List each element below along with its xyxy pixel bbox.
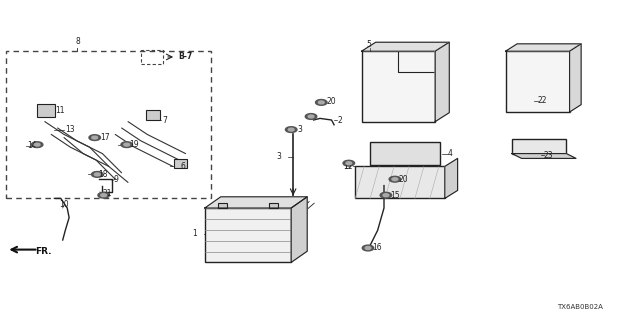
Circle shape — [35, 143, 40, 146]
Circle shape — [389, 176, 401, 182]
Polygon shape — [362, 42, 449, 51]
Circle shape — [319, 101, 324, 104]
Text: 17: 17 — [100, 133, 110, 142]
Circle shape — [316, 100, 327, 105]
Bar — [362, 51, 435, 122]
Text: 22: 22 — [538, 96, 547, 105]
Text: 1: 1 — [192, 229, 196, 238]
Bar — [141, 50, 163, 64]
Text: 13: 13 — [65, 125, 75, 134]
Bar — [370, 142, 440, 165]
Circle shape — [101, 194, 106, 196]
Circle shape — [383, 194, 388, 196]
Text: 12: 12 — [344, 162, 353, 171]
Text: 20: 20 — [398, 175, 408, 184]
Circle shape — [343, 160, 355, 166]
Text: 17: 17 — [343, 162, 353, 171]
Polygon shape — [435, 42, 449, 122]
Text: 14: 14 — [27, 141, 36, 150]
Bar — [506, 51, 570, 112]
Bar — [218, 203, 227, 208]
Circle shape — [285, 127, 297, 132]
Text: 23: 23 — [544, 151, 554, 160]
Text: 18: 18 — [99, 170, 108, 179]
Circle shape — [308, 115, 314, 118]
Text: 11: 11 — [56, 106, 65, 115]
Circle shape — [288, 128, 294, 131]
Text: 20: 20 — [326, 97, 336, 106]
Text: FR.: FR. — [35, 247, 52, 256]
Polygon shape — [445, 158, 458, 198]
Text: 19: 19 — [129, 140, 139, 149]
Circle shape — [92, 136, 97, 139]
Polygon shape — [512, 154, 576, 158]
Text: TX6AB0B02A: TX6AB0B02A — [557, 304, 603, 310]
Circle shape — [124, 143, 129, 146]
Text: 6: 6 — [180, 162, 186, 171]
Bar — [205, 208, 291, 262]
Text: 21: 21 — [102, 189, 112, 198]
Circle shape — [380, 192, 392, 198]
Bar — [174, 159, 187, 168]
Text: 5: 5 — [366, 40, 371, 49]
Circle shape — [365, 247, 371, 250]
Text: 3: 3 — [276, 152, 282, 161]
Circle shape — [362, 245, 374, 251]
Text: 2: 2 — [337, 116, 342, 124]
Circle shape — [121, 142, 132, 148]
Text: 10: 10 — [60, 200, 69, 209]
Text: 4: 4 — [448, 149, 453, 158]
Circle shape — [92, 172, 103, 177]
Text: 9: 9 — [114, 175, 119, 184]
Circle shape — [95, 173, 100, 176]
Bar — [355, 166, 445, 198]
Bar — [269, 203, 278, 208]
Bar — [146, 110, 160, 120]
Circle shape — [392, 178, 398, 180]
Circle shape — [31, 142, 43, 148]
Polygon shape — [205, 197, 307, 208]
Bar — [512, 139, 566, 154]
Bar — [37, 104, 55, 117]
Polygon shape — [506, 44, 581, 51]
Bar — [6, 51, 211, 198]
Polygon shape — [291, 197, 307, 262]
Polygon shape — [570, 44, 581, 112]
Circle shape — [346, 162, 352, 164]
Text: 3: 3 — [298, 125, 303, 134]
Text: B-7: B-7 — [178, 52, 192, 61]
Circle shape — [98, 192, 109, 198]
Text: 8: 8 — [76, 37, 80, 46]
Circle shape — [305, 114, 317, 119]
Circle shape — [89, 135, 100, 140]
Text: 16: 16 — [372, 244, 382, 252]
Text: 7: 7 — [163, 116, 168, 124]
Text: 15: 15 — [390, 191, 400, 200]
